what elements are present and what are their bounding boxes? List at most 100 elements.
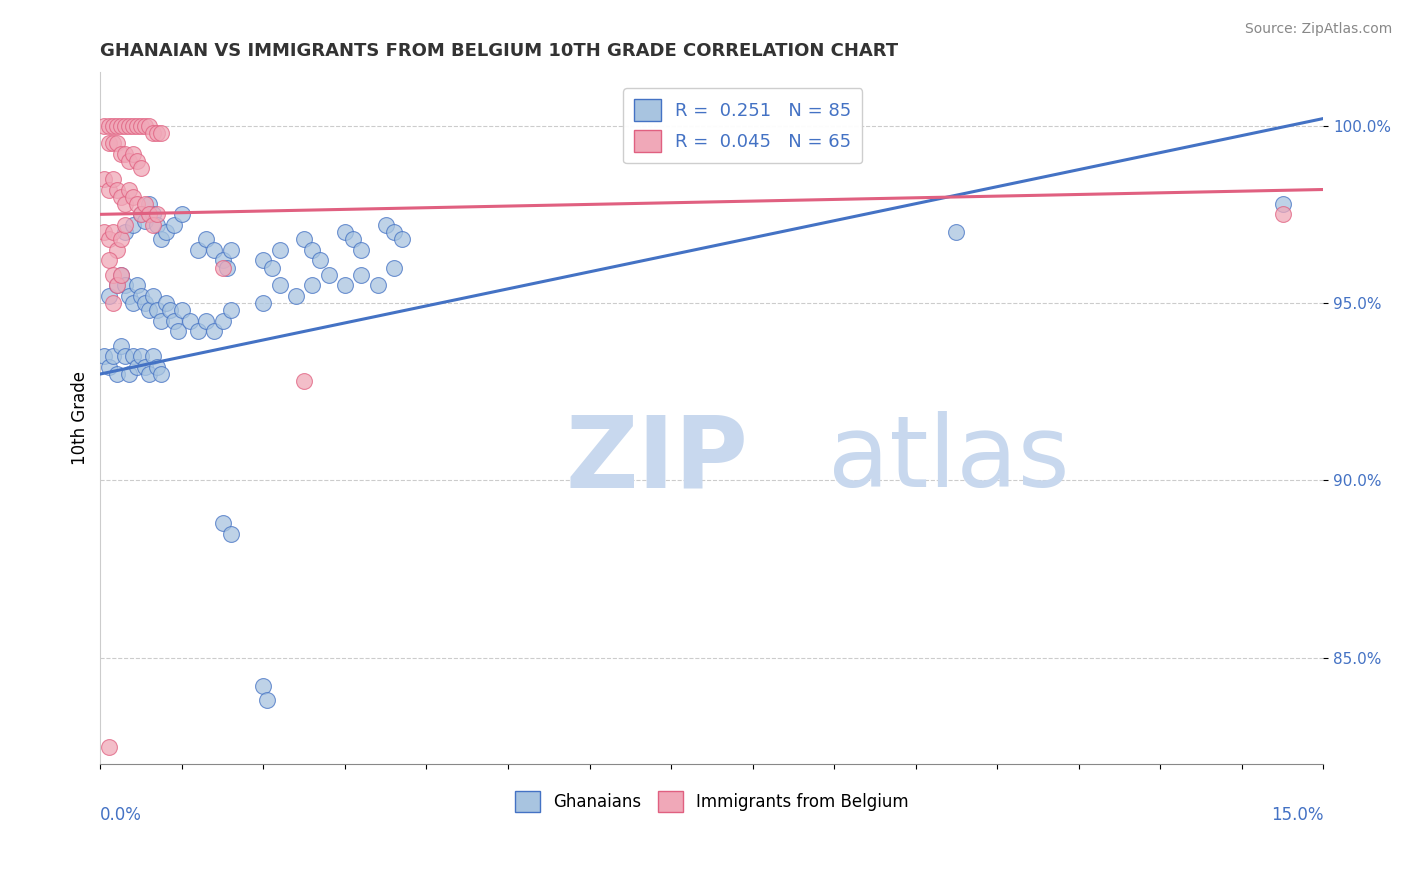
Point <box>159 303 181 318</box>
Point <box>211 314 233 328</box>
Point <box>150 314 173 328</box>
Point <box>146 207 169 221</box>
Point <box>155 296 177 310</box>
Point <box>138 303 160 318</box>
Point <box>309 253 332 268</box>
Point <box>342 232 364 246</box>
Point <box>101 119 124 133</box>
Point <box>122 189 145 203</box>
Point <box>134 296 156 310</box>
Point <box>105 278 128 293</box>
Point <box>219 526 242 541</box>
Point <box>101 225 124 239</box>
Point <box>163 314 186 328</box>
Point <box>318 268 340 282</box>
Point <box>155 225 177 239</box>
Point <box>142 126 165 140</box>
Point <box>150 367 173 381</box>
Point <box>204 243 226 257</box>
Point <box>142 218 165 232</box>
Point <box>101 136 124 151</box>
Point <box>146 126 169 140</box>
Point <box>204 325 226 339</box>
Point <box>118 367 141 381</box>
Text: ZIP: ZIP <box>565 411 748 508</box>
Point <box>170 303 193 318</box>
Point <box>333 278 356 293</box>
Point <box>125 154 148 169</box>
Point <box>97 253 120 268</box>
Point <box>142 289 165 303</box>
Point <box>292 374 315 388</box>
Point <box>350 243 373 257</box>
Point <box>367 278 389 293</box>
Y-axis label: 10th Grade: 10th Grade <box>72 371 89 466</box>
Point <box>211 260 233 275</box>
Point <box>101 349 124 363</box>
Text: 15.0%: 15.0% <box>1271 805 1323 824</box>
Point <box>125 359 148 374</box>
Point <box>252 253 274 268</box>
Point <box>97 289 120 303</box>
Point <box>187 243 209 257</box>
Point <box>146 218 169 232</box>
Point <box>114 349 136 363</box>
Point <box>285 289 308 303</box>
Point <box>166 325 188 339</box>
Point <box>138 367 160 381</box>
Point <box>382 225 405 239</box>
Point <box>163 218 186 232</box>
Point <box>97 739 120 754</box>
Point <box>150 232 173 246</box>
Point <box>105 278 128 293</box>
Point <box>1271 207 1294 221</box>
Point <box>114 119 136 133</box>
Point <box>114 278 136 293</box>
Point <box>110 268 132 282</box>
Point <box>170 207 193 221</box>
Point <box>114 225 136 239</box>
Point <box>150 126 173 140</box>
Point <box>110 268 132 282</box>
Point <box>97 182 120 196</box>
Point <box>146 303 169 318</box>
Point <box>129 161 152 176</box>
Point <box>301 243 323 257</box>
Point <box>118 289 141 303</box>
Point <box>125 278 148 293</box>
Point <box>93 349 115 363</box>
Point <box>292 232 315 246</box>
Point <box>118 119 141 133</box>
Point <box>114 147 136 161</box>
Point <box>260 260 283 275</box>
Point <box>122 296 145 310</box>
Point <box>105 243 128 257</box>
Point <box>301 278 323 293</box>
Point <box>101 296 124 310</box>
Point <box>110 338 132 352</box>
Point <box>129 289 152 303</box>
Point <box>114 196 136 211</box>
Point <box>195 314 218 328</box>
Point <box>252 679 274 693</box>
Point <box>101 172 124 186</box>
Point <box>110 119 132 133</box>
Legend: Ghanaians, Immigrants from Belgium: Ghanaians, Immigrants from Belgium <box>508 785 915 818</box>
Point <box>146 359 169 374</box>
Point <box>179 314 201 328</box>
Point <box>114 218 136 232</box>
Point <box>138 207 160 221</box>
Point <box>118 182 141 196</box>
Point <box>97 136 120 151</box>
Point <box>138 119 160 133</box>
Point <box>219 243 242 257</box>
Point <box>269 243 291 257</box>
Point <box>97 119 120 133</box>
Point <box>129 349 152 363</box>
Point <box>110 232 132 246</box>
Point <box>122 119 145 133</box>
Point <box>118 154 141 169</box>
Point <box>105 367 128 381</box>
Text: 0.0%: 0.0% <box>100 805 142 824</box>
Point <box>382 260 405 275</box>
